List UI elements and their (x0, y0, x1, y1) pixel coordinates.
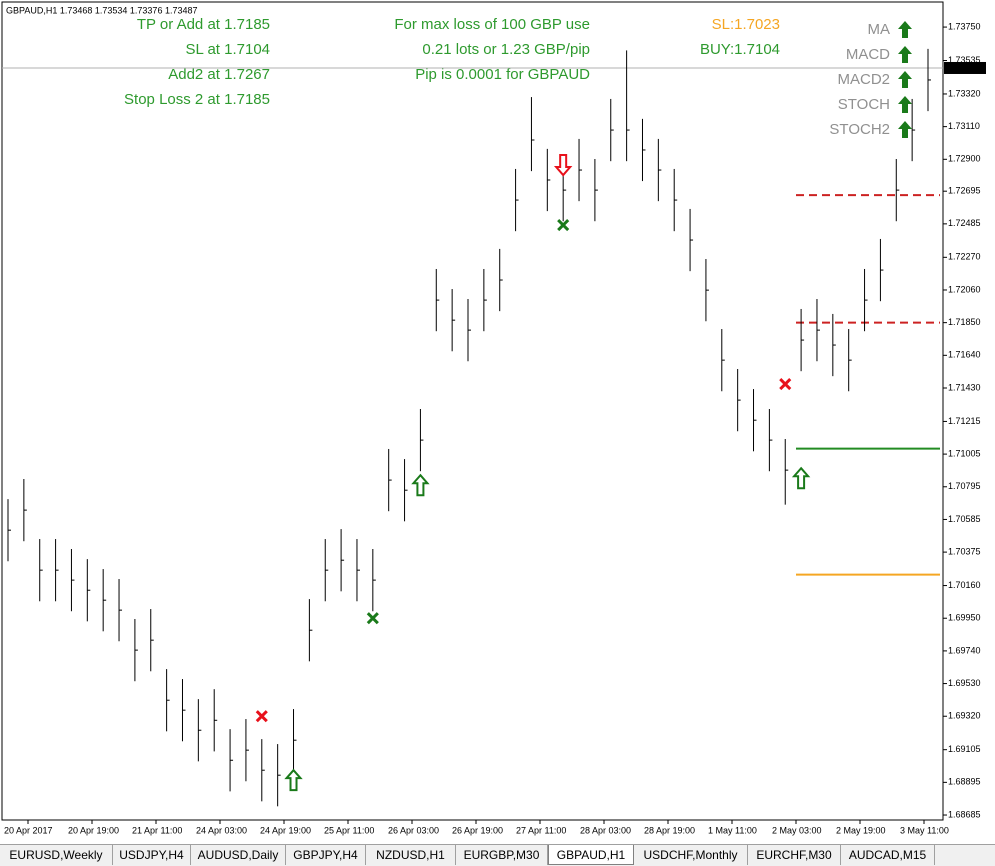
indicator-label: STOCH2 (829, 121, 890, 138)
y-tick-label: 1.70585 (948, 514, 981, 524)
y-tick-label: 1.73320 (948, 88, 981, 98)
tab[interactable]: AUDCAD,M15 (841, 845, 935, 865)
indicator-arrow (898, 96, 912, 113)
y-tick-label: 1.73110 (948, 121, 980, 131)
x-tick-label: 28 Apr 19:00 (644, 825, 695, 835)
buy-arrow (284, 768, 303, 792)
tab-bar: EURUSD,Weekly USDJPY,H4 AUDUSD,Daily GBPJPY… (0, 844, 995, 866)
x-tick-label: 24 Apr 03:00 (196, 825, 247, 835)
buy-label: BUY:1.7104 (700, 41, 780, 58)
y-tick-label: 1.71640 (948, 350, 981, 360)
current-price-label: 1.73487 (947, 62, 980, 72)
annotation: Add2 at 1.7267 (168, 66, 270, 83)
y-tick-label: 1.69320 (948, 711, 981, 721)
x-tick-label: 1 May 11:00 (708, 825, 757, 835)
annotation: Pip is 0.0001 for GBPAUD (415, 66, 590, 83)
tab[interactable]: GBPJPY,H4 (286, 845, 366, 865)
y-tick-label: 1.71850 (948, 317, 981, 327)
sl-label: SL:1.7023 (712, 16, 780, 33)
tab[interactable]: GBPAUD,H1 (548, 845, 634, 865)
x-tick-label: 2 May 03:00 (772, 825, 822, 835)
x-tick-label: 21 Apr 11:00 (132, 825, 182, 835)
sell-arrow (553, 154, 573, 177)
y-tick-label: 1.70795 (948, 481, 981, 491)
y-tick-label: 1.69950 (948, 613, 981, 623)
chart-frame (1, 1, 944, 821)
x-tick-label: 25 Apr 11:00 (324, 825, 374, 835)
x-tick-label: 27 Apr 11:00 (516, 825, 566, 835)
annotation: 0.21 lots or 1.23 GBP/pip (422, 41, 590, 58)
tab[interactable]: EURCHF,M30 (748, 845, 841, 865)
x-tick-label: 3 May 11:00 (900, 825, 949, 835)
y-tick-label: 1.72270 (948, 252, 981, 262)
tab[interactable]: EURGBP,M30 (456, 845, 548, 865)
indicator-label: STOCH (838, 96, 890, 113)
x-tick-label: 2 May 19:00 (836, 825, 886, 835)
indicator-label: MACD (846, 46, 890, 63)
tab[interactable]: AUDUSD,Daily (191, 845, 286, 865)
y-tick-label: 1.72900 (948, 154, 981, 164)
buy-arrow (791, 466, 811, 490)
y-tick-label: 1.69740 (948, 645, 981, 655)
chart-header: GBPAUD,H1 1.73468 1.73534 1.73376 1.7348… (6, 5, 197, 15)
current-price-tag (944, 61, 986, 74)
x-tick-label: 28 Apr 03:00 (580, 825, 631, 835)
chart: GBPAUD,H1 1.73468 1.73534 1.73376 1.7348… (1, 1, 986, 835)
y-tick-label: 1.72695 (948, 186, 981, 196)
tab[interactable]: EURUSD,Weekly (0, 845, 113, 865)
annotation: Stop Loss 2 at 1.7185 (124, 91, 270, 108)
y-tick-label: 1.72060 (948, 284, 981, 294)
x-tick-label: 20 Apr 19:00 (68, 825, 119, 835)
x-tick-label: 20 Apr 2017 (4, 825, 53, 835)
cross-mark (255, 710, 268, 723)
tab[interactable]: USDJPY,H4 (113, 845, 191, 865)
x-tick-label: 24 Apr 19:00 (260, 825, 311, 835)
x-tick-label: 26 Apr 03:00 (388, 825, 439, 835)
buy-arrow (411, 473, 430, 497)
y-tick-label: 1.72485 (948, 218, 981, 228)
y-tick-label: 1.73535 (948, 55, 981, 65)
annotation: For max loss of 100 GBP use (394, 16, 590, 33)
y-tick-label: 1.70160 (948, 580, 981, 590)
y-tick-label: 1.69105 (948, 744, 981, 754)
tab[interactable]: USDCHF,Monthly (634, 845, 748, 865)
indicator-arrow (898, 21, 912, 38)
y-tick-label: 1.71215 (948, 416, 981, 426)
indicator-label: MACD2 (837, 71, 890, 88)
indicator-arrow (898, 46, 912, 63)
y-tick-label: 1.68685 (948, 809, 981, 819)
y-tick-label: 1.70375 (948, 546, 981, 556)
cross-mark (557, 219, 570, 232)
y-tick-label: 1.69530 (948, 678, 981, 688)
y-tick-label: 1.73750 (948, 21, 981, 31)
tab[interactable]: NZDUSD,H1 (366, 845, 456, 865)
annotation: SL at 1.7104 (185, 41, 270, 58)
indicator-arrow (898, 121, 912, 138)
y-tick-label: 1.71430 (948, 382, 981, 392)
annotation: TP or Add at 1.7185 (137, 16, 270, 33)
y-tick-label: 1.71005 (948, 448, 981, 458)
cross-mark (779, 378, 792, 391)
indicator-label: MA (868, 21, 891, 38)
x-tick-label: 26 Apr 19:00 (452, 825, 503, 835)
cross-mark (366, 612, 379, 625)
indicator-arrow (898, 71, 912, 88)
y-tick-label: 1.68895 (948, 777, 981, 787)
